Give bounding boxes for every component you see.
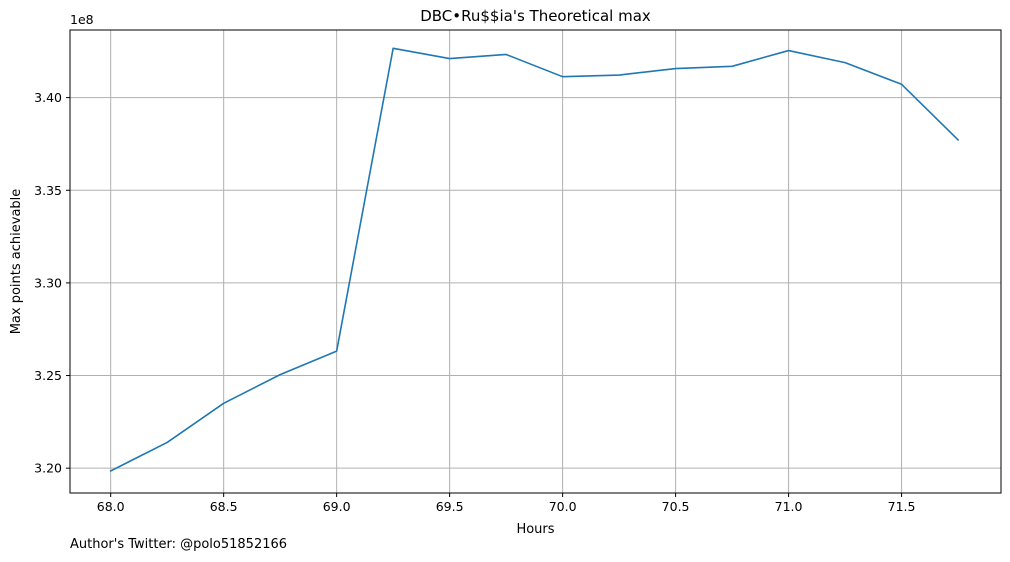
x-tick-label: 69.5 xyxy=(436,499,464,514)
y-tick-label: 3.35 xyxy=(34,183,62,198)
x-tick-label: 70.0 xyxy=(549,499,577,514)
y-offset-label: 1e8 xyxy=(70,12,94,27)
y-tick-label: 3.40 xyxy=(34,90,62,105)
axes-frame xyxy=(69,29,1002,494)
x-tick-label: 70.5 xyxy=(662,499,690,514)
ticks: 68.0 68.5 69.0 69.5 70.0 70.5 71.0 71.5 3.20 3.25… xyxy=(34,90,915,514)
series-line xyxy=(109,47,960,473)
x-axis-label: Hours xyxy=(516,522,554,537)
y-axis-label: Max points achievable xyxy=(9,189,24,335)
chart-title: DBC•Ru$$ia's Theoretical max xyxy=(420,7,651,25)
series-layer xyxy=(109,47,960,473)
x-tick-label: 71.5 xyxy=(888,499,916,514)
x-tick-label: 68.0 xyxy=(97,499,125,514)
x-tick-label: 69.0 xyxy=(323,499,351,514)
y-tick-label: 3.30 xyxy=(34,275,62,290)
y-tick-label: 3.25 xyxy=(34,368,62,383)
x-tick-label: 68.5 xyxy=(210,499,238,514)
x-tick-label: 71.0 xyxy=(775,499,803,514)
y-tick-label: 3.20 xyxy=(34,461,62,476)
author-credit: Author's Twitter: @polo51852166 xyxy=(70,537,288,552)
grid xyxy=(70,30,1001,493)
